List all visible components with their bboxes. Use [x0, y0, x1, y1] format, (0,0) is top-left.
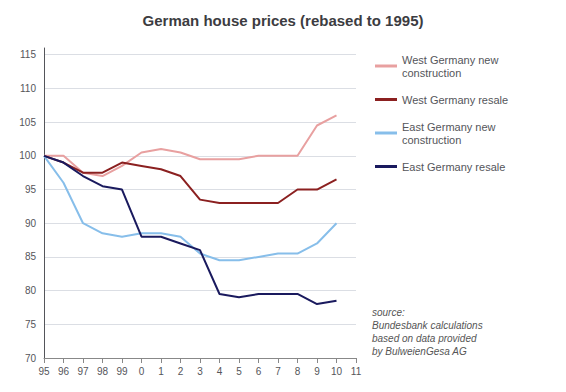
svg-text:100: 100 — [19, 150, 36, 161]
svg-text:9: 9 — [314, 366, 320, 377]
svg-text:1: 1 — [158, 366, 164, 377]
svg-text:by BulweienGesa AG: by BulweienGesa AG — [372, 346, 467, 357]
svg-text:7: 7 — [275, 366, 281, 377]
svg-text:8: 8 — [295, 366, 301, 377]
svg-text:95: 95 — [38, 366, 50, 377]
svg-text:6: 6 — [256, 366, 262, 377]
svg-text:West Germany new: West Germany new — [402, 54, 498, 66]
svg-text:96: 96 — [58, 366, 70, 377]
svg-text:5: 5 — [236, 366, 242, 377]
svg-text:3: 3 — [197, 366, 203, 377]
svg-text:source:: source: — [372, 307, 405, 318]
svg-text:11: 11 — [351, 366, 362, 377]
svg-text:East Germany new: East Germany new — [402, 121, 496, 133]
svg-text:East Germany resale: East Germany resale — [402, 161, 505, 173]
svg-text:98: 98 — [97, 366, 109, 377]
svg-text:construction: construction — [402, 134, 461, 146]
svg-text:85: 85 — [25, 251, 37, 262]
svg-text:70: 70 — [25, 353, 37, 364]
svg-text:115: 115 — [20, 49, 36, 60]
svg-text:75: 75 — [25, 319, 37, 330]
svg-text:110: 110 — [20, 83, 36, 94]
svg-text:95: 95 — [25, 184, 37, 195]
svg-text:105: 105 — [19, 117, 36, 128]
svg-text:West Germany resale: West Germany resale — [402, 94, 508, 106]
svg-text:90: 90 — [25, 218, 37, 229]
svg-text:construction: construction — [402, 67, 461, 79]
svg-text:2: 2 — [178, 366, 184, 377]
svg-text:80: 80 — [25, 285, 37, 296]
svg-text:based on data provided: based on data provided — [372, 333, 477, 344]
svg-text:German house prices (rebased t: German house prices (rebased to 1995) — [143, 12, 424, 29]
svg-text:4: 4 — [217, 366, 223, 377]
svg-text:99: 99 — [116, 366, 128, 377]
svg-text:97: 97 — [77, 366, 89, 377]
svg-text:0: 0 — [139, 366, 145, 377]
svg-text:10: 10 — [331, 366, 343, 377]
svg-text:Bundesbank calculations: Bundesbank calculations — [372, 320, 483, 331]
